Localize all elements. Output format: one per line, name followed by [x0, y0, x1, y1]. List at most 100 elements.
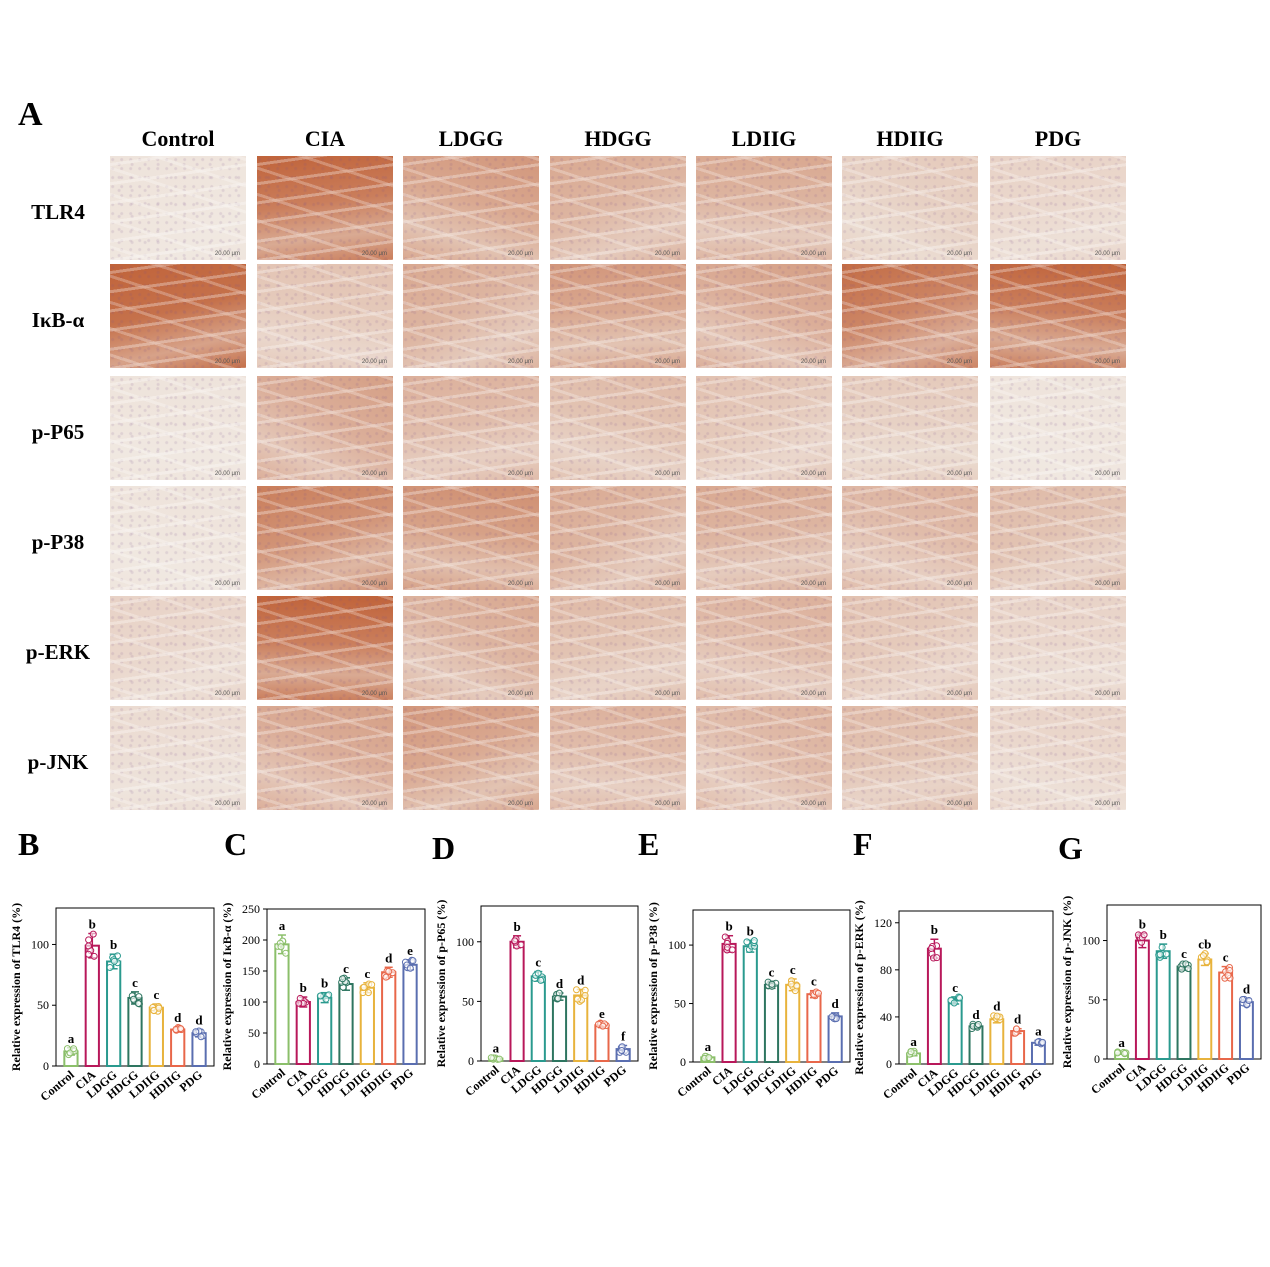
micrograph-tile: 20.00 μm — [403, 486, 539, 590]
scale-bar-label: 20.00 μm — [946, 251, 972, 257]
chart-letter: B — [18, 826, 39, 862]
data-point — [537, 976, 545, 984]
significance-letter: c — [1223, 950, 1229, 965]
y-tick-label: 50 — [37, 998, 49, 1012]
y-tick-label: 100 — [242, 995, 260, 1009]
data-point — [487, 1054, 495, 1062]
micrograph-tile: 20.00 μm — [110, 596, 246, 700]
scale-bar-label: 20.00 μm — [800, 359, 826, 365]
tissue-texture — [842, 376, 978, 480]
x-tick-label: PDG — [1224, 1061, 1252, 1088]
tissue-texture — [110, 376, 246, 480]
data-point — [90, 952, 98, 960]
tissue-texture — [403, 376, 539, 480]
y-tick-label: 100 — [456, 935, 474, 949]
significance-letter: c — [153, 987, 159, 1002]
bar — [721, 942, 737, 1064]
micrograph-tile: 20.00 μm — [110, 264, 246, 368]
tissue-texture — [696, 706, 832, 810]
significance-letter: cb — [1198, 937, 1211, 952]
scale-bar-label: 20.00 μm — [214, 251, 240, 257]
micrograph-tile: 20.00 μm — [403, 706, 539, 810]
bar — [926, 947, 942, 1066]
scale-bar-label: 20.00 μm — [1094, 471, 1120, 477]
tissue-texture — [550, 156, 686, 260]
data-point — [1121, 1049, 1129, 1057]
tissue-texture — [990, 486, 1126, 590]
bar — [84, 944, 100, 1067]
bar — [989, 1018, 1005, 1065]
data-point — [927, 944, 935, 952]
significance-letter: c — [952, 980, 958, 995]
data-point — [385, 967, 393, 975]
significance-letter: d — [195, 1013, 203, 1028]
bar — [573, 994, 589, 1062]
data-point — [360, 983, 368, 991]
row-header-1: IκB-α — [31, 308, 85, 332]
micrograph-tile: 20.00 μm — [990, 264, 1126, 368]
bar — [295, 1001, 311, 1065]
significance-letter: c — [1181, 946, 1187, 961]
micrograph-tile: 20.00 μm — [696, 376, 832, 480]
micrograph-tile: 20.00 μm — [842, 156, 978, 260]
bar — [1155, 950, 1171, 1060]
chart-letter: G — [1058, 830, 1083, 866]
scale-bar-label: 20.00 μm — [507, 801, 533, 807]
data-point — [581, 991, 589, 999]
tissue-texture — [696, 486, 832, 590]
data-point — [495, 1055, 503, 1063]
tissue-texture — [110, 486, 246, 590]
y-tick-label: 0 — [1094, 1052, 1100, 1066]
data-point — [1184, 965, 1192, 973]
y-tick-label: 250 — [242, 902, 260, 916]
micrograph-tile: 20.00 μm — [403, 264, 539, 368]
scale-bar-label: 20.00 μm — [214, 801, 240, 807]
significance-letter: d — [174, 1010, 182, 1025]
tissue-texture — [990, 706, 1126, 810]
significance-letter: b — [1160, 927, 1167, 942]
significance-letter: b — [931, 922, 938, 937]
y-tick-label: 0 — [886, 1057, 892, 1071]
bar — [1134, 939, 1150, 1060]
significance-letter: a — [910, 1034, 917, 1049]
micrograph-tile: 20.00 μm — [696, 706, 832, 810]
micrograph-tile: 20.00 μm — [110, 486, 246, 590]
significance-letter: e — [599, 1006, 605, 1021]
data-point — [295, 999, 303, 1007]
tissue-texture — [696, 376, 832, 480]
row-header-4: p-ERK — [25, 640, 91, 664]
y-tick-label: 100 — [31, 937, 49, 951]
micrograph-tile: 20.00 μm — [842, 596, 978, 700]
significance-letter: a — [1118, 1035, 1125, 1050]
column-header-ldiig: LDIIG — [731, 126, 797, 151]
scale-bar-label: 20.00 μm — [361, 691, 387, 697]
micrograph-tile: 20.00 μm — [257, 706, 393, 810]
data-point — [409, 957, 417, 965]
data-point — [277, 943, 285, 951]
data-point — [933, 954, 941, 962]
data-point — [85, 936, 93, 944]
significance-letter: a — [68, 1031, 75, 1046]
data-point — [768, 980, 776, 988]
data-point — [406, 964, 414, 972]
micrograph-tile: 20.00 μm — [990, 596, 1126, 700]
bar — [742, 945, 758, 1063]
y-tick-label: 50 — [248, 1026, 260, 1040]
y-tick-label: 100 — [668, 938, 686, 952]
tissue-texture — [550, 264, 686, 368]
y-tick-label: 150 — [242, 964, 260, 978]
data-point — [1140, 931, 1148, 939]
column-header-ldgg: LDGG — [438, 126, 504, 151]
column-header-hdiig: HDIIG — [876, 126, 944, 151]
y-axis-label: Relative expression of p-P65 (%) — [434, 900, 448, 1068]
data-point — [282, 949, 290, 957]
chart-g: G 0 50 100 Relative expression of p-JNK (%) a… — [1058, 830, 1262, 1097]
data-point — [1156, 951, 1164, 959]
bar — [594, 1024, 610, 1063]
significance-letter: b — [110, 937, 117, 952]
data-point — [573, 986, 581, 994]
micrograph-tile: 20.00 μm — [550, 264, 686, 368]
data-point — [814, 989, 822, 997]
significance-letter: b — [1139, 916, 1146, 931]
data-point — [574, 995, 582, 1003]
